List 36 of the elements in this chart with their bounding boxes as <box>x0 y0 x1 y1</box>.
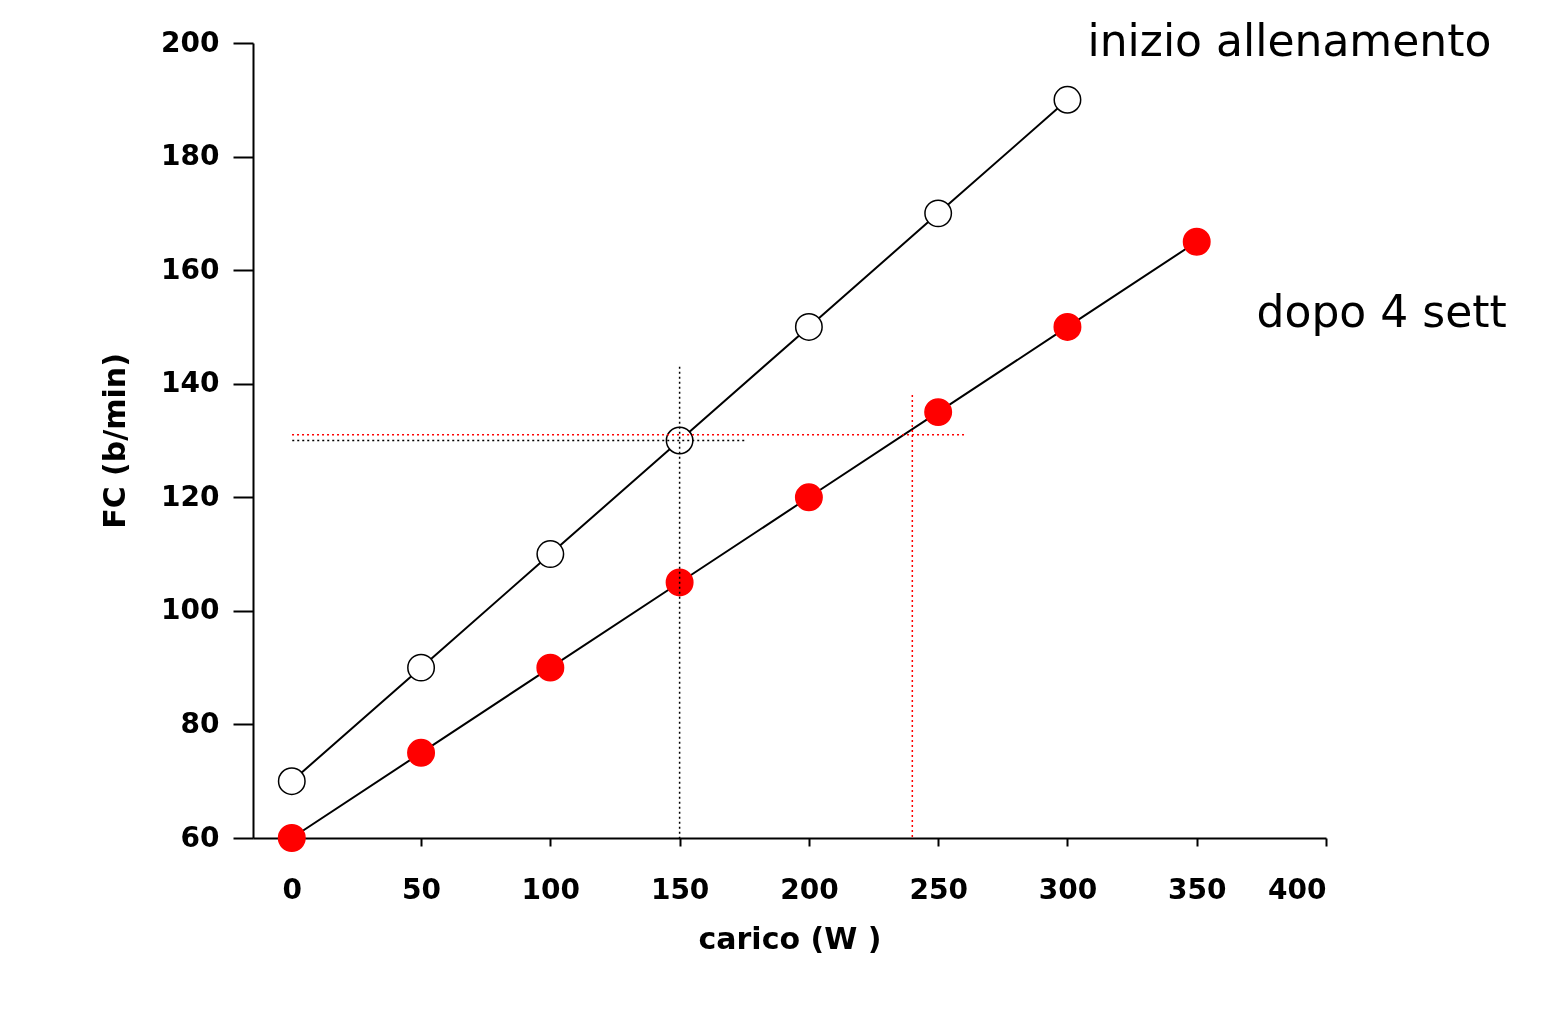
x-tick-label: 200 <box>780 872 839 906</box>
y-tick-label: 80 <box>180 706 220 740</box>
series-label: inizio allenamento <box>1087 14 1492 66</box>
point <box>665 426 694 455</box>
y-tick-label: 160 <box>161 252 220 286</box>
point <box>924 398 953 427</box>
x-tick-label: 400 <box>1268 872 1327 906</box>
x-tick-label: 300 <box>1038 872 1098 906</box>
x-tick-label: 50 <box>402 872 442 906</box>
point <box>407 653 436 682</box>
point <box>794 483 823 512</box>
point <box>277 824 306 852</box>
point <box>665 568 694 597</box>
y-tick-label: 200 <box>161 25 220 59</box>
point <box>536 653 565 682</box>
point <box>1053 312 1082 341</box>
y-tick-label: 140 <box>161 366 220 400</box>
x-axis-title: carico (W ) <box>698 920 882 956</box>
point <box>536 540 565 569</box>
point <box>1182 227 1211 256</box>
point <box>794 312 823 341</box>
point <box>924 199 953 228</box>
y-tick-label: 180 <box>161 139 220 173</box>
x-tick-label: 0 <box>282 872 303 906</box>
y-tick-label: 100 <box>161 593 220 627</box>
x-tick-label: 150 <box>650 872 710 906</box>
y-axis-title: FC (b/min) <box>97 353 133 529</box>
x-tick-label: 350 <box>1168 872 1227 906</box>
y-tick-label: 120 <box>161 479 220 513</box>
point <box>277 767 306 796</box>
x-tick-label: 100 <box>521 872 581 906</box>
x-tick-label: 250 <box>909 872 968 906</box>
series-label: dopo 4 sett <box>1256 285 1507 337</box>
point <box>1053 85 1082 114</box>
y-tick-label: 60 <box>180 820 220 854</box>
point <box>407 738 436 767</box>
